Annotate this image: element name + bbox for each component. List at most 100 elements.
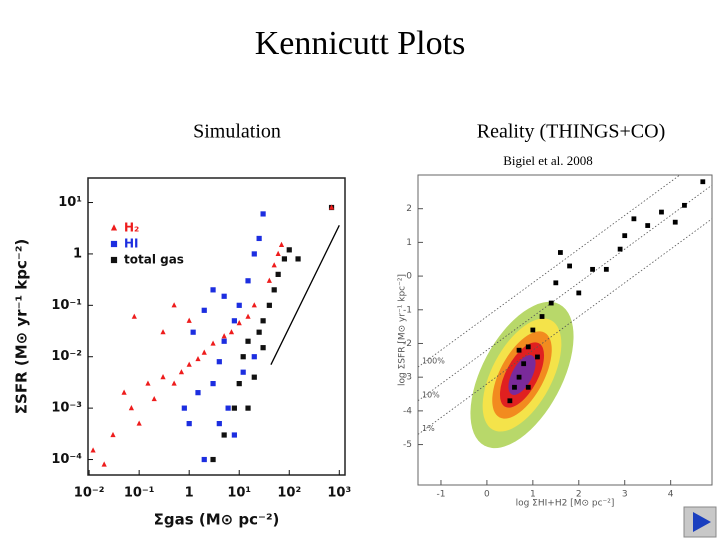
point (151, 395, 157, 402)
point (236, 320, 242, 326)
y-tick-label: -5 (403, 440, 412, 450)
x-tick-label: 10⁻¹ (124, 486, 155, 501)
point (286, 247, 292, 253)
y-tick-label: 10⁻⁴ (51, 452, 82, 467)
point (90, 447, 96, 453)
point (271, 287, 277, 293)
point (186, 361, 192, 367)
point (136, 420, 142, 426)
point (521, 361, 527, 367)
point (507, 398, 513, 404)
point (101, 461, 107, 467)
x-tick-label: 3 (622, 490, 628, 500)
point (178, 369, 185, 375)
point (631, 216, 637, 222)
x-tick-label: 10³ (327, 486, 351, 501)
x-tick-label: 4 (668, 490, 674, 500)
point (210, 456, 216, 463)
point (225, 405, 231, 411)
point (245, 278, 251, 284)
point (548, 300, 554, 306)
point (221, 432, 227, 438)
point (131, 313, 137, 319)
point (221, 338, 227, 344)
point (328, 204, 335, 210)
y-tick-label: 10¹ (58, 195, 82, 210)
point (525, 344, 531, 350)
point (266, 277, 272, 283)
point (128, 405, 135, 411)
point (240, 369, 246, 375)
legend-label: total gas (124, 253, 184, 267)
point (121, 389, 127, 395)
point (260, 345, 266, 351)
point (275, 250, 281, 257)
point (190, 329, 196, 335)
point (210, 340, 216, 346)
point (590, 266, 595, 272)
point (231, 432, 237, 438)
point (186, 420, 192, 427)
y-tick-label: 10⁻³ (51, 401, 82, 416)
caption: Simulation (193, 121, 281, 143)
point (281, 256, 288, 262)
point (171, 380, 177, 386)
x-tick-label: -1 (436, 490, 445, 500)
point (110, 431, 116, 438)
point (245, 313, 251, 319)
point (160, 329, 166, 335)
point (295, 256, 301, 262)
point (236, 302, 242, 308)
point (278, 241, 285, 247)
y-tick-label: -2 (403, 339, 412, 349)
next-button[interactable] (683, 506, 717, 538)
point (617, 246, 623, 252)
point (271, 262, 277, 268)
point (236, 381, 242, 387)
fit-line (270, 225, 340, 365)
y-tick-label: 10⁻² (51, 349, 82, 364)
y-axis-label: ΣSFR (M⊙ yr⁻¹ kpc⁻²) (13, 239, 31, 414)
point (256, 235, 262, 242)
reference-label: 1% (422, 424, 435, 433)
point (525, 384, 531, 390)
y-tick-label: 10⁻¹ (51, 298, 82, 313)
point (251, 251, 257, 257)
point (201, 349, 207, 355)
point (216, 420, 222, 427)
x-tick-label: 10² (277, 486, 301, 501)
y-axis-label: log ΣSFR [M⊙ yr⁻¹ kpc⁻²] (398, 274, 408, 386)
y-tick-label: 2 (406, 204, 412, 214)
point (231, 318, 237, 324)
plot-area (418, 175, 712, 435)
x-axis-label: log ΣHI+H2 [M⊙ pc⁻²] (516, 499, 615, 509)
point (245, 338, 251, 344)
point (516, 374, 522, 380)
point (539, 314, 545, 319)
point (682, 202, 687, 208)
point (672, 219, 678, 225)
point (558, 250, 563, 255)
point (516, 347, 522, 353)
x-tick-label: 10¹ (227, 486, 251, 501)
y-tick-label: 1 (406, 238, 412, 248)
density-cloud (470, 301, 574, 449)
legend-label: H₂ (124, 221, 139, 235)
point (576, 290, 582, 296)
point (256, 329, 262, 335)
point (553, 280, 559, 286)
point (145, 380, 151, 386)
point (221, 293, 227, 299)
point (251, 374, 257, 380)
slide-title: Kennicutt Plots (255, 25, 466, 62)
point (530, 327, 536, 333)
point (645, 223, 651, 228)
point (512, 384, 517, 390)
x-axis-label: Σgas (M⊙ pc⁻²) (154, 511, 280, 529)
x-tick-label: 1 (530, 490, 536, 500)
legend-marker (110, 256, 118, 264)
citation: Bigiel et al. 2008 (503, 153, 593, 168)
point (201, 307, 207, 313)
point (228, 329, 235, 335)
